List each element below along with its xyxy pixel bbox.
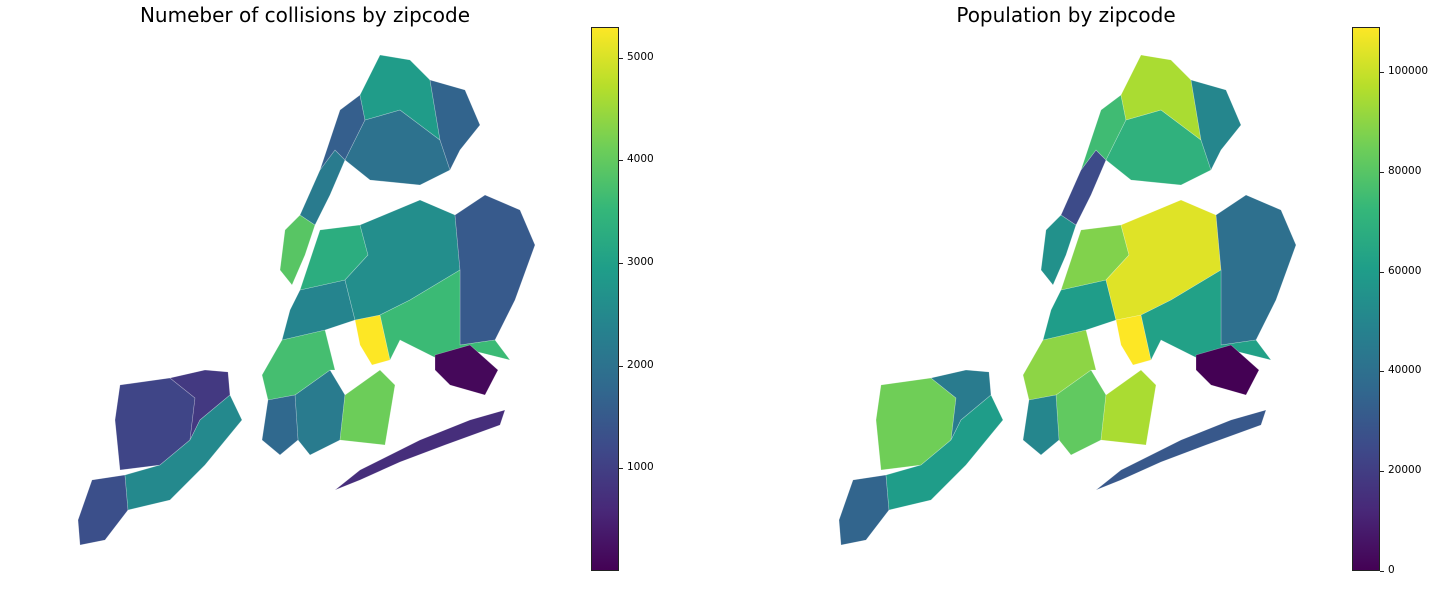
zipcode-region-brooklyn-east bbox=[339, 369, 396, 446]
zipcode-region-queens-rockaway bbox=[1095, 409, 1267, 491]
zipcode-region-manhattan-mid bbox=[299, 149, 346, 226]
zipcode-region-queens-rockaway bbox=[334, 409, 506, 491]
zipcode-region-brooklyn-flatbush bbox=[354, 314, 391, 366]
tick-label: 3000 bbox=[627, 256, 654, 269]
zipcode-region-queens-south bbox=[1140, 269, 1272, 361]
colorbar bbox=[1352, 27, 1380, 571]
zipcode-region-brooklyn-coney-island bbox=[1022, 394, 1060, 456]
zipcode-region-brooklyn-north bbox=[281, 279, 356, 341]
zipcode-region-manhattan-mid bbox=[1060, 149, 1107, 226]
population-map-panel: Population by zipcode 0 20000 40000 60000 80… bbox=[715, 0, 1430, 595]
zipcode-region-staten-island-south bbox=[838, 474, 890, 546]
tick-label: 100000 bbox=[1388, 64, 1429, 77]
zipcode-region-brooklyn-north bbox=[1042, 279, 1117, 341]
tick-label: 40000 bbox=[1388, 364, 1422, 377]
tick-label: 5000 bbox=[627, 50, 654, 63]
tick-mark bbox=[1380, 71, 1384, 73]
zipcode-region-queens-east bbox=[454, 194, 536, 346]
colorbar-gradient bbox=[591, 27, 619, 571]
tick-mark bbox=[1380, 271, 1384, 273]
tick-mark bbox=[619, 468, 623, 470]
zipcode-region-brooklyn-flatbush bbox=[1115, 314, 1152, 366]
tick-mark bbox=[619, 263, 623, 265]
colorbar-ticks: 0 20000 40000 60000 80000 100000 bbox=[1380, 27, 1430, 576]
zipcode-region-brooklyn-central bbox=[261, 329, 336, 401]
zipcode-region-jfk-airport bbox=[1195, 344, 1260, 396]
collisions-map bbox=[77, 54, 536, 546]
tick-label: 4000 bbox=[627, 153, 654, 166]
chart-title: Numeber of collisions by zipcode bbox=[139, 3, 471, 27]
zipcode-regions bbox=[838, 54, 1297, 546]
colorbar bbox=[591, 27, 619, 571]
tick-mark bbox=[619, 57, 623, 59]
tick-mark bbox=[1380, 371, 1384, 373]
tick-mark bbox=[1380, 171, 1384, 173]
collisions-map-panel: Numeber of collisions by zipcode 1000 200… bbox=[77, 3, 699, 571]
tick-label: 80000 bbox=[1388, 164, 1422, 177]
tick-mark bbox=[619, 160, 623, 162]
chart-title: Population by zipcode bbox=[956, 3, 1176, 27]
zipcode-regions bbox=[77, 54, 536, 546]
zipcode-region-jfk-airport bbox=[434, 344, 499, 396]
tick-mark bbox=[1380, 571, 1384, 572]
zipcode-region-brooklyn-central bbox=[1022, 329, 1097, 401]
zipcode-region-brooklyn-coney-island bbox=[261, 394, 299, 456]
tick-label: 2000 bbox=[627, 358, 654, 371]
zipcode-region-queens-east bbox=[1215, 194, 1297, 346]
population-map bbox=[838, 54, 1297, 546]
zipcode-region-brooklyn-east bbox=[1100, 369, 1157, 446]
zipcode-region-staten-island-south bbox=[77, 474, 129, 546]
tick-label: 60000 bbox=[1388, 264, 1422, 277]
tick-mark bbox=[1380, 471, 1384, 473]
zipcode-region-staten-island-east bbox=[885, 394, 1004, 511]
zipcode-region-queens-south bbox=[379, 269, 511, 361]
colorbar-gradient bbox=[1352, 27, 1380, 571]
zipcode-region-bronx-east bbox=[429, 79, 481, 171]
tick-label: 1000 bbox=[627, 461, 654, 474]
zipcode-region-bronx-east bbox=[1190, 79, 1242, 171]
colorbar-ticks: 1000 2000 3000 4000 5000 bbox=[619, 27, 699, 571]
zipcode-region-staten-island-east bbox=[124, 394, 243, 511]
tick-mark bbox=[619, 365, 623, 367]
tick-label: 0 bbox=[1388, 564, 1395, 576]
tick-label: 20000 bbox=[1388, 464, 1422, 477]
